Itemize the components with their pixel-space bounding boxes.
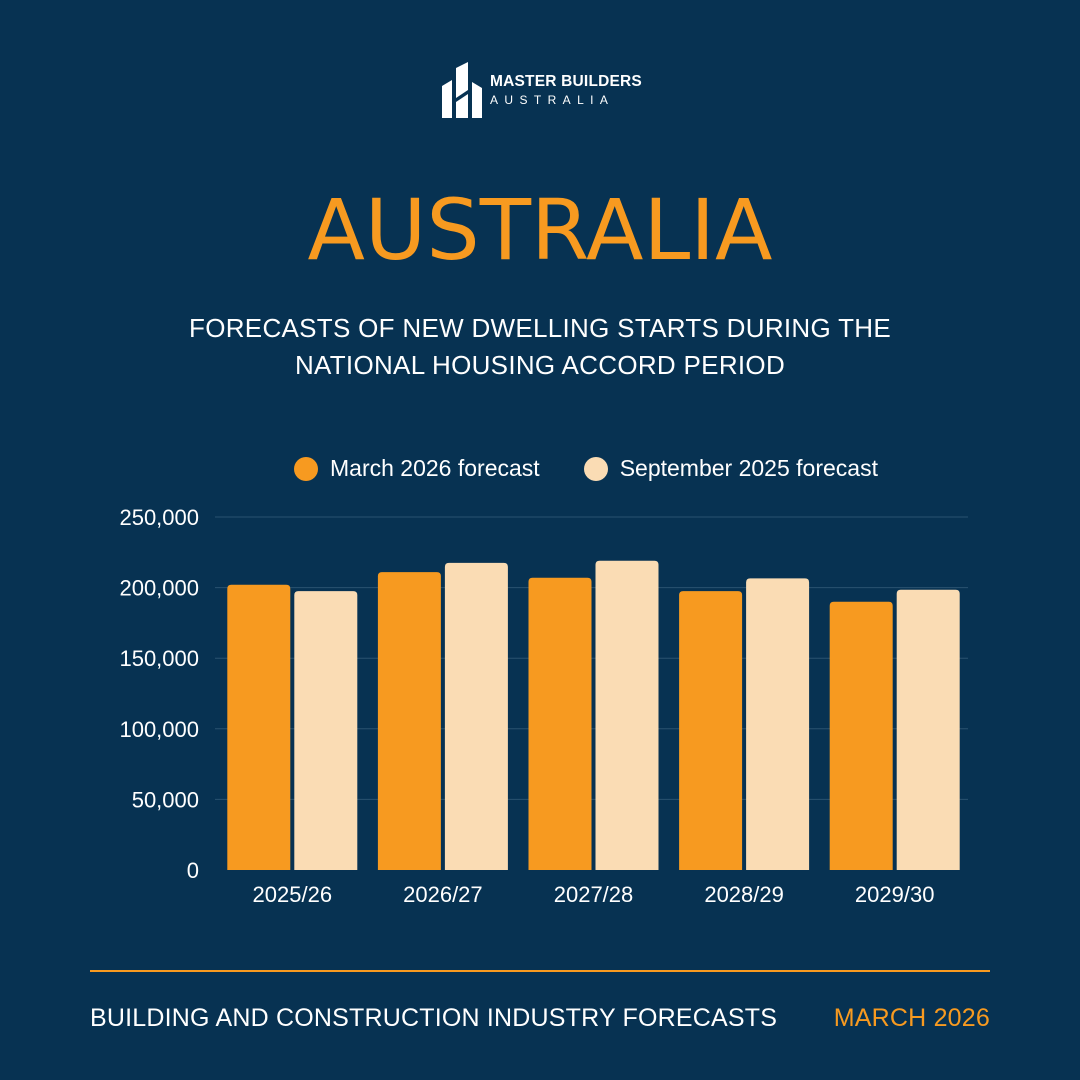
footer-divider [90, 970, 990, 972]
building-logo-icon [442, 62, 482, 118]
logo-line-2: AUSTRALIA [490, 93, 615, 108]
headline: AUSTRALIA [307, 181, 773, 279]
bar-september-2025-2026-27 [444, 562, 508, 870]
y-tick-label: 150,000 [119, 646, 199, 671]
footer-date: MARCH 2026 [833, 1004, 990, 1032]
bar-chart: 0 50,000 100,000 150,000 200,000 250,000 2025/… [119, 505, 968, 907]
bar-march-2026-2027-28 [528, 577, 592, 870]
bar-september-2025-2028-29 [746, 578, 810, 870]
bar-march-2026-2026-27 [377, 572, 441, 870]
bar-march-2026-2028-29 [679, 591, 743, 870]
legend-item-september-2025: September 2025 forecast [583, 455, 878, 482]
legend-swatch-september-2025 [583, 456, 608, 481]
bar-march-2026-2029-30 [829, 601, 893, 870]
x-tick-label: 2026/27 [403, 882, 483, 907]
logo-wordmark: MASTER BUILDERS AUSTRALIA [490, 74, 642, 107]
bar-march-2026-2025-26 [227, 584, 291, 870]
y-tick-label: 250,000 [119, 505, 199, 530]
legend-label-september-2025: September 2025 forecast [619, 455, 878, 481]
subtitle: FORECASTS OF NEW DWELLING STARTS DURING … [0, 310, 1080, 384]
logo-line-1: MASTER BUILDERS [490, 72, 642, 90]
bar-september-2025-2027-28 [595, 560, 659, 870]
legend-swatch-march-2026 [294, 456, 319, 481]
bar-september-2025-2025-26 [294, 591, 358, 870]
y-tick-label: 200,000 [119, 576, 199, 601]
legend-item-march-2026: March 2026 forecast [294, 455, 540, 482]
subtitle-line-2: NATIONAL HOUSING ACCORD PERIOD [294, 350, 786, 380]
x-tick-label: 2028/29 [704, 882, 784, 907]
y-tick-label: 100,000 [119, 717, 199, 742]
chart-legend: March 2026 forecast September 2025 forec… [0, 455, 1080, 482]
x-tick-label: 2027/28 [554, 882, 634, 907]
x-tick-label: 2025/26 [253, 882, 333, 907]
subtitle-line-1: FORECASTS OF NEW DWELLING STARTS DURING … [189, 313, 891, 343]
y-tick-label: 0 [187, 858, 199, 883]
footer-title: BUILDING AND CONSTRUCTION INDUSTRY FOREC… [90, 1004, 778, 1032]
y-tick-label: 50,000 [132, 787, 199, 812]
master-builders-logo: MASTER BUILDERS AUSTRALIA [442, 62, 642, 118]
x-tick-label: 2029/30 [855, 882, 935, 907]
legend-label-march-2026: March 2026 forecast [330, 455, 540, 481]
bar-september-2025-2029-30 [896, 589, 960, 870]
